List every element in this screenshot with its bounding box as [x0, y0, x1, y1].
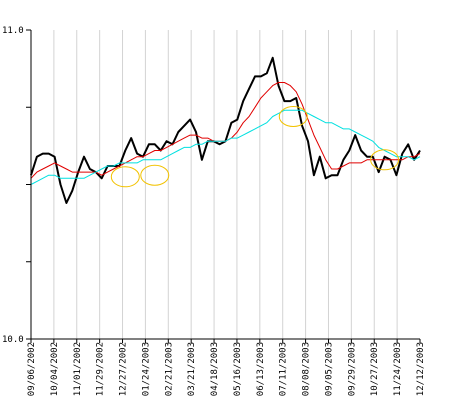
x-tick-label: 02/21/2003: [164, 342, 174, 396]
x-tick-label: 12/12/2003: [416, 342, 426, 396]
highlight-ellipse: [140, 164, 170, 186]
x-tick-label: 05/16/2003: [233, 342, 243, 396]
series-line-3: [30, 109, 421, 185]
x-tick-label: 11/24/2003: [393, 342, 403, 396]
x-tick-label: 09/05/2003: [324, 342, 334, 396]
series-line-1: [30, 56, 421, 204]
x-tick-label: 08/08/2003: [302, 342, 312, 396]
highlight-ellipse: [278, 106, 308, 128]
x-tick-label: 10/27/2003: [370, 342, 380, 396]
highlight-ellipse: [370, 149, 400, 171]
x-tick-label: 12/27/2002: [119, 342, 129, 396]
highlight-layer: [110, 106, 400, 188]
x-tick-label: 10/04/2002: [50, 342, 60, 396]
x-tick-label: 01/24/2003: [141, 342, 151, 396]
x-tick-label: 03/21/2003: [187, 342, 197, 396]
x-tick-label: 07/11/2003: [279, 342, 289, 396]
grid-layer: [53, 30, 398, 339]
y-tick-label: 11.0: [2, 26, 24, 36]
series-layer: [30, 56, 421, 204]
highlight-ellipse: [110, 166, 140, 188]
axis-layer: 09/06/2002 10/04/2002 11/01/2002 11/29/2002…: [2, 26, 426, 396]
x-tick-label: 11/29/2002: [96, 342, 106, 396]
x-tick-label: 06/13/2003: [256, 342, 266, 396]
x-tick-label: 09/06/2002: [27, 342, 37, 396]
x-tick-label: 11/01/2002: [73, 342, 83, 396]
x-tick-label: 04/18/2003: [210, 342, 220, 396]
series-line-2: [30, 82, 421, 179]
y-tick-label: 10.0: [2, 335, 24, 345]
x-tick-label: 09/29/2003: [347, 342, 357, 396]
